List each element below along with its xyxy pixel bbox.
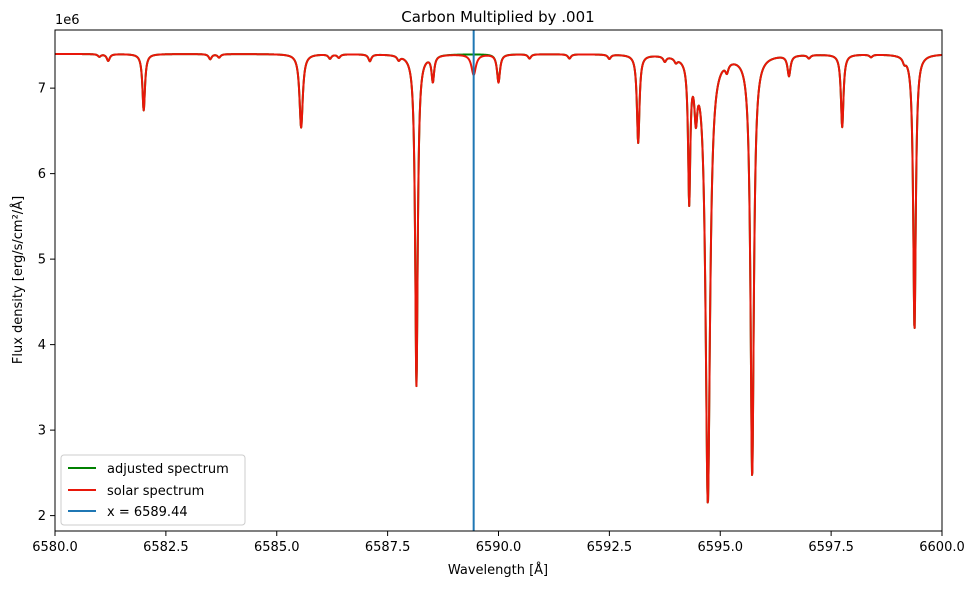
- x-tick-label: 6590.0: [476, 540, 522, 555]
- x-tick-label: 6597.5: [808, 540, 854, 555]
- series-solar-spectrum: [55, 53, 942, 504]
- chart-title: Carbon Multiplied by .001: [401, 8, 594, 26]
- y-axis: 2 3 4 5 6 7: [38, 82, 55, 524]
- y-offset-label: 1e6: [55, 13, 80, 28]
- x-tick-label: 6587.5: [365, 540, 411, 555]
- legend-label-solar: solar spectrum: [107, 484, 204, 499]
- y-axis-label: Flux density [erg/s/cm²/Å]: [10, 196, 26, 364]
- x-tick-label: 6600.0: [919, 540, 965, 555]
- legend-label-adjusted: adjusted spectrum: [107, 462, 229, 477]
- x-tick-label: 6592.5: [587, 540, 633, 555]
- legend-box: [60, 454, 246, 526]
- legend: adjusted spectrum solar spectrum x = 658…: [60, 454, 246, 526]
- legend-label-vline: x = 6589.44: [107, 505, 188, 520]
- y-tick-label: 2: [38, 509, 46, 524]
- y-tick-label: 5: [38, 253, 46, 268]
- x-tick-label: 6585.0: [254, 540, 300, 555]
- x-axis: 6580.0 6582.5 6585.0 6587.5 6590.0 6592.5 6595…: [32, 531, 965, 555]
- x-tick-label: 6595.0: [698, 540, 744, 555]
- y-tick-label: 6: [38, 167, 46, 182]
- x-tick-label: 6582.5: [143, 540, 189, 555]
- y-tick-label: 3: [38, 424, 46, 439]
- x-tick-label: 6580.0: [32, 540, 78, 555]
- y-tick-label: 4: [38, 338, 46, 353]
- y-tick-label: 7: [38, 82, 46, 97]
- x-axis-label: Wavelength [Å]: [448, 562, 548, 578]
